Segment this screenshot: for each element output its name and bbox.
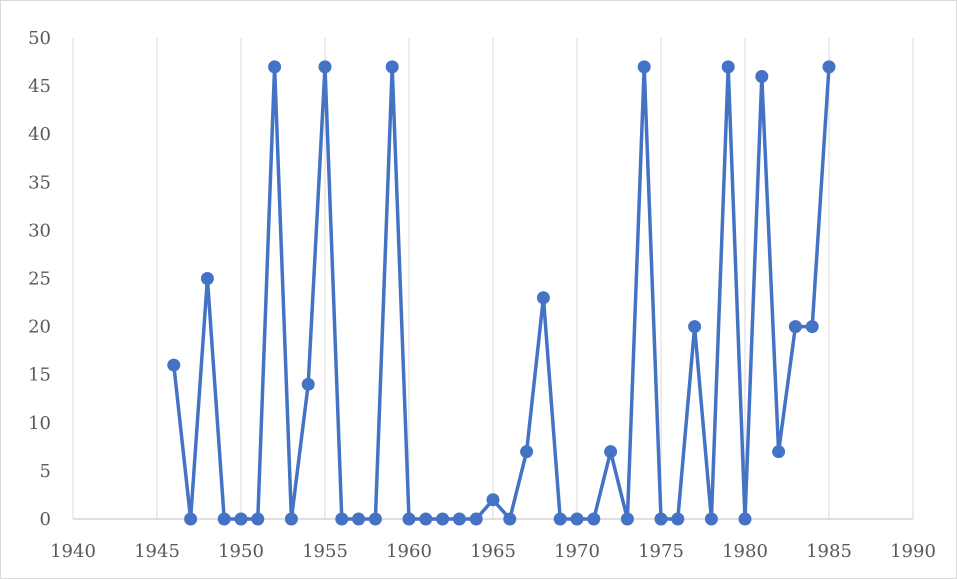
data-point xyxy=(452,512,466,526)
data-point xyxy=(553,512,567,526)
x-tick-label: 1965 xyxy=(470,541,516,562)
data-point xyxy=(587,512,601,526)
data-point xyxy=(822,60,836,74)
x-tick-label: 1960 xyxy=(386,541,432,562)
data-point xyxy=(352,512,366,526)
x-tick-label: 1940 xyxy=(50,541,96,562)
data-point xyxy=(738,512,752,526)
y-tick-label: 10 xyxy=(28,413,51,434)
data-point xyxy=(419,512,433,526)
data-point xyxy=(570,512,584,526)
x-tick-label: 1950 xyxy=(218,541,264,562)
y-axis-tick-labels: 0 5 10 15 20 25 30 35 40 45 50 xyxy=(28,28,51,530)
data-point xyxy=(704,512,718,526)
data-point xyxy=(688,320,702,334)
data-point xyxy=(503,512,517,526)
y-tick-label: 35 xyxy=(28,172,51,193)
data-point xyxy=(167,358,181,372)
data-point xyxy=(200,272,214,285)
data-point xyxy=(486,493,500,507)
data-point xyxy=(301,377,315,391)
data-point xyxy=(805,320,819,334)
x-tick-label: 1970 xyxy=(554,541,600,562)
data-point xyxy=(788,320,802,334)
y-tick-label: 25 xyxy=(28,269,51,290)
x-tick-label: 1985 xyxy=(806,541,852,562)
data-point xyxy=(184,512,198,526)
x-axis-tick-labels: 1940 1945 1950 1955 1960 1965 1970 1975 1980 1985… xyxy=(50,541,936,562)
y-tick-label: 45 xyxy=(28,76,51,97)
data-point xyxy=(721,60,735,74)
gridlines xyxy=(156,38,914,519)
y-tick-label: 0 xyxy=(40,509,51,530)
x-tick-label: 1980 xyxy=(722,541,768,562)
axes xyxy=(72,38,913,520)
data-point xyxy=(335,512,349,526)
data-point xyxy=(318,60,332,74)
data-point xyxy=(536,291,550,305)
data-point xyxy=(520,445,534,459)
data-point xyxy=(268,60,282,74)
series-line xyxy=(172,65,831,521)
x-tick-label: 1945 xyxy=(134,541,180,562)
y-tick-label: 40 xyxy=(28,124,51,145)
y-tick-label: 20 xyxy=(28,317,51,338)
data-point xyxy=(671,512,685,526)
data-point xyxy=(436,512,450,526)
data-point xyxy=(402,512,416,526)
x-tick-label: 1975 xyxy=(638,541,684,562)
series-plot xyxy=(167,60,836,526)
data-point xyxy=(251,512,265,526)
data-point xyxy=(755,69,769,83)
data-point xyxy=(368,512,382,526)
data-point xyxy=(604,445,618,459)
y-tick-label: 15 xyxy=(28,365,51,386)
data-point xyxy=(654,512,668,526)
data-point xyxy=(385,60,399,74)
data-point xyxy=(234,512,248,526)
y-tick-label: 5 xyxy=(40,461,51,482)
data-point xyxy=(637,60,651,74)
data-point xyxy=(469,512,483,526)
data-point xyxy=(217,512,231,526)
y-tick-label: 30 xyxy=(28,220,51,241)
x-tick-label: 1955 xyxy=(302,541,348,562)
x-tick-label: 1990 xyxy=(890,541,936,562)
data-point xyxy=(772,445,786,459)
data-point xyxy=(284,512,298,526)
data-point xyxy=(620,512,634,526)
y-tick-label: 50 xyxy=(28,28,51,49)
